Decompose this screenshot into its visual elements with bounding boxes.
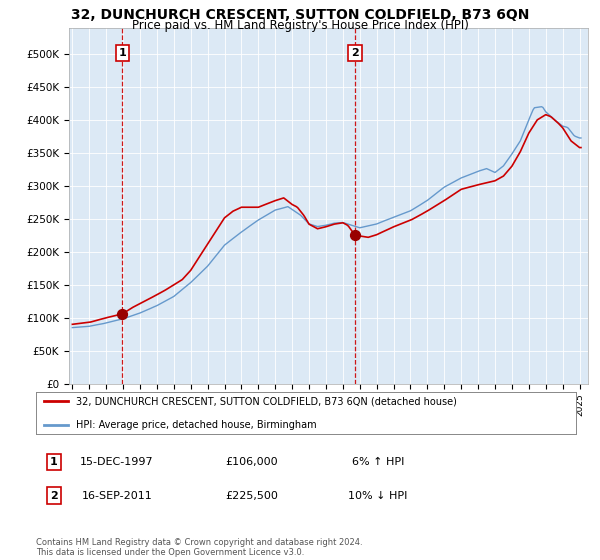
- Text: 2: 2: [351, 48, 359, 58]
- Text: 2: 2: [50, 491, 58, 501]
- Point: [118, 309, 127, 318]
- Text: HPI: Average price, detached house, Birmingham: HPI: Average price, detached house, Birm…: [77, 420, 317, 430]
- Text: 6% ↑ HPI: 6% ↑ HPI: [352, 457, 404, 467]
- Text: 1: 1: [119, 48, 126, 58]
- Text: 10% ↓ HPI: 10% ↓ HPI: [349, 491, 407, 501]
- Text: 32, DUNCHURCH CRESCENT, SUTTON COLDFIELD, B73 6QN: 32, DUNCHURCH CRESCENT, SUTTON COLDFIELD…: [71, 8, 529, 22]
- Text: £225,500: £225,500: [226, 491, 278, 501]
- Text: Contains HM Land Registry data © Crown copyright and database right 2024.
This d: Contains HM Land Registry data © Crown c…: [36, 538, 362, 557]
- Text: 1: 1: [50, 457, 58, 467]
- Text: 16-SEP-2011: 16-SEP-2011: [82, 491, 152, 501]
- Text: Price paid vs. HM Land Registry's House Price Index (HPI): Price paid vs. HM Land Registry's House …: [131, 19, 469, 32]
- Text: 32, DUNCHURCH CRESCENT, SUTTON COLDFIELD, B73 6QN (detached house): 32, DUNCHURCH CRESCENT, SUTTON COLDFIELD…: [77, 396, 457, 406]
- Point: [350, 231, 359, 240]
- Text: £106,000: £106,000: [226, 457, 278, 467]
- Text: 15-DEC-1997: 15-DEC-1997: [80, 457, 154, 467]
